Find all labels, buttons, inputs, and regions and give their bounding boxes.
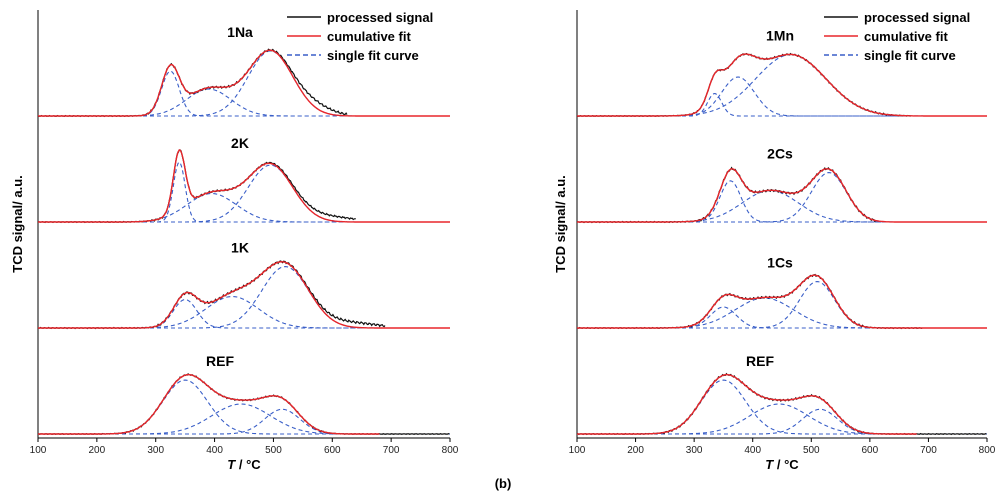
legend: processed signal cumulative fit single fit… — [824, 10, 970, 63]
x-axis-title-symbol: T — [227, 457, 236, 472]
sample-label: 1Mn — [766, 28, 794, 44]
single-fit-curve — [577, 76, 987, 117]
trace-2cs: 2Cs — [577, 146, 987, 224]
legend-entry: cumulative fit — [327, 29, 411, 44]
x-axis-title-symbol: T — [765, 457, 774, 472]
x-tick-label: 600 — [324, 445, 341, 456]
single-fit-curve — [38, 88, 450, 117]
x-tick-label: 800 — [442, 445, 459, 456]
legend: processed signal cumulative fit single fit… — [287, 10, 433, 63]
single-fit-curve — [577, 172, 987, 223]
cumulative-fit-line — [577, 274, 987, 329]
trace-1cs: 1Cs — [576, 255, 987, 330]
sample-label: 2Cs — [767, 146, 793, 162]
single-fit-curve — [577, 403, 987, 435]
sample-label: 2K — [231, 135, 249, 151]
single-fit-curve — [577, 408, 987, 435]
single-fit-curve — [38, 379, 450, 435]
single-fit-curve — [38, 164, 450, 223]
cumulative-fit-line — [38, 149, 450, 223]
x-axis-title: T / °C — [765, 457, 799, 472]
x-tick-label: 200 — [627, 445, 644, 456]
x-tick-label: 700 — [383, 445, 400, 456]
x-tick-label: 300 — [686, 445, 703, 456]
legend-entry: processed signal — [327, 10, 433, 25]
single-fit-curve — [577, 180, 987, 223]
trace-1mn: 1Mn — [576, 28, 987, 117]
cumulative-fit-line — [577, 373, 917, 435]
legend-entry: single fit curve — [864, 48, 956, 63]
single-fit-curve — [577, 281, 987, 329]
x-axis-title-unit: / °C — [773, 457, 799, 472]
sample-label: 1Na — [227, 24, 253, 40]
single-fit-curve — [577, 306, 987, 329]
cumulative-fit-line — [38, 373, 380, 435]
cumulative-fit-line — [38, 261, 450, 329]
single-fit-curve — [38, 50, 450, 117]
trace-1na: 1Na — [37, 24, 450, 118]
x-tick-label: 500 — [265, 445, 282, 456]
y-axis-title: TCD signal/ a.u. — [10, 175, 25, 273]
trace-ref: REF — [37, 353, 450, 435]
single-fit-curve — [577, 379, 987, 435]
single-fit-curve — [38, 70, 450, 117]
sample-label: REF — [746, 353, 774, 369]
single-fit-curve — [38, 266, 450, 329]
figure-caption: (b) — [495, 476, 512, 491]
single-fit-curve — [38, 193, 450, 223]
x-axis-title: T / °C — [227, 457, 261, 472]
processed-signal-line — [37, 48, 348, 118]
single-fit-curve — [577, 190, 987, 223]
x-tick-label: 800 — [979, 445, 996, 456]
x-axis-title-unit: / °C — [235, 457, 261, 472]
single-fit-curve — [577, 297, 987, 329]
single-fit-curve — [38, 298, 450, 329]
right-panel: 100 200 300 400 500 600 700 800 T / °C TCD signal… — [553, 10, 996, 472]
single-fit-curve — [577, 54, 987, 117]
single-fit-curve — [38, 403, 450, 435]
x-tick-label: 100 — [569, 445, 586, 456]
trace-1k: 1K — [38, 240, 450, 330]
sample-label: 1Cs — [767, 255, 793, 271]
single-fit-curve — [38, 296, 450, 329]
processed-signal-line — [38, 260, 386, 330]
legend-entry: processed signal — [864, 10, 970, 25]
x-tick-label: 100 — [30, 445, 47, 456]
x-tick-label: 400 — [206, 445, 223, 456]
y-axis-title: TCD signal/ a.u. — [553, 175, 568, 273]
legend-entry: cumulative fit — [864, 29, 948, 44]
legend-entry: single fit curve — [327, 48, 419, 63]
x-tick-label: 400 — [744, 445, 761, 456]
single-fit-curve — [38, 408, 450, 435]
x-tick-label: 200 — [89, 445, 106, 456]
trace-2k: 2K — [37, 135, 450, 224]
x-tick-label: 700 — [920, 445, 937, 456]
x-tick-label: 300 — [147, 445, 164, 456]
sample-label: 1K — [231, 240, 249, 256]
x-tick-label: 500 — [803, 445, 820, 456]
cumulative-fit-line — [577, 53, 987, 117]
cumulative-fit-line — [577, 168, 987, 223]
processed-signal-line — [37, 149, 356, 224]
x-tick-label: 600 — [862, 445, 879, 456]
trace-ref: REF — [576, 353, 987, 436]
cumulative-fit-line — [38, 49, 450, 117]
left-panel: 100 200 300 400 500 600 700 800 T / °C TCD signal… — [10, 10, 459, 472]
single-fit-curve — [38, 161, 450, 223]
single-fit-curve — [577, 93, 987, 117]
sample-label: REF — [206, 353, 234, 369]
